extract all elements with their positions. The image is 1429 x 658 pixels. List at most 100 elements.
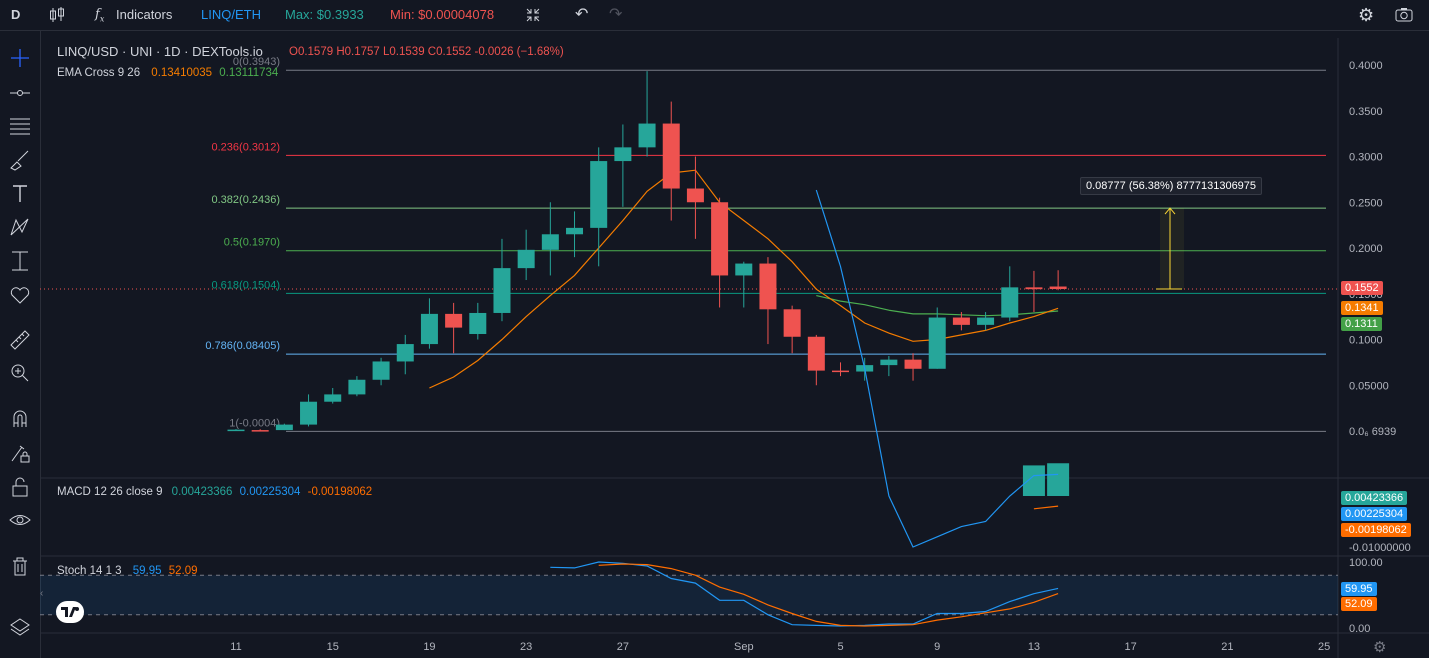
- price-tick-label: 0.05000: [1349, 380, 1389, 392]
- max-price: Max: $0.3933: [285, 7, 364, 22]
- stoch-band-fill: [40, 575, 1338, 615]
- crosshair-icon[interactable]: [8, 46, 32, 70]
- ema-fast-value: 0.13410035: [151, 67, 213, 79]
- ohlc-high: H0.1757: [336, 46, 380, 58]
- last-price-tag: 0.1552: [1341, 281, 1383, 295]
- macd-legend-name[interactable]: MACD 12 26 close 9: [57, 486, 163, 498]
- ema-fast-line: [429, 169, 1059, 389]
- candle-body: [493, 268, 511, 313]
- candle-body: [1025, 287, 1043, 290]
- layers-icon[interactable]: [8, 615, 32, 639]
- price-tick-label: 0.1000: [1349, 335, 1383, 347]
- candle-body: [638, 123, 656, 148]
- ohlc-open: O0.1579: [289, 46, 334, 58]
- ohlc-change: -0.0026 (−1.68%): [474, 46, 564, 58]
- candle-body: [977, 317, 995, 325]
- macd-value-1: 0.00423366: [171, 486, 233, 498]
- measure-icon[interactable]: [8, 249, 32, 273]
- stoch-tick-label: 0.00: [1349, 623, 1370, 635]
- ema-slow-value: 0.13111734: [219, 67, 279, 79]
- trash-icon[interactable]: [8, 554, 32, 578]
- time-tick-label: 13: [1028, 641, 1040, 653]
- candle-body: [300, 401, 318, 425]
- brush-icon[interactable]: [8, 148, 32, 172]
- candle-type-icon[interactable]: [48, 0, 66, 30]
- min-price: Min: $0.00004078: [390, 7, 495, 22]
- eye-icon[interactable]: [8, 508, 32, 532]
- symbol-title: LINQ/USD · UNI · 1D · DEXTools.io: [57, 44, 263, 59]
- time-tick-label: 5: [837, 641, 843, 653]
- measure-arrowhead: [1164, 207, 1176, 215]
- candle-body: [880, 359, 898, 366]
- candle-body: [275, 424, 293, 431]
- macd-tick-label: -0.01000000: [1349, 542, 1411, 554]
- lock-drawing-icon[interactable]: [8, 441, 32, 465]
- candle-body: [759, 263, 777, 310]
- macd-tag-2: 0.00225304: [1341, 507, 1408, 521]
- redo-icon[interactable]: ↷: [609, 6, 623, 23]
- price-tick-label: 0.2500: [1349, 197, 1383, 209]
- stoch-legend-name[interactable]: Stoch 14 1 3: [57, 565, 122, 577]
- macd-tag-1: 0.00423366: [1341, 491, 1408, 505]
- magnet-icon[interactable]: [8, 407, 32, 431]
- pattern-icon[interactable]: [8, 215, 32, 239]
- collapse-arrow-icon[interactable]: ‹: [40, 588, 44, 599]
- candle-body: [711, 202, 729, 276]
- text-icon[interactable]: [8, 181, 32, 205]
- candle-body: [904, 359, 922, 369]
- candle-body: [396, 344, 414, 362]
- macd-signal-line: [1033, 505, 1059, 510]
- pair-selector[interactable]: LINQ/ETH: [201, 7, 261, 22]
- ema-slow-tag: 0.1311: [1341, 317, 1382, 331]
- fib-level-label: 1(-0.0004): [229, 417, 280, 429]
- time-tick-label: Sep: [734, 641, 754, 653]
- zoom-in-icon[interactable]: [8, 361, 32, 385]
- stoch-d-tag: 52.09: [1341, 597, 1377, 611]
- candle-body: [227, 429, 245, 432]
- fib-level-label: 0.236(0.3012): [212, 141, 281, 153]
- ruler-icon[interactable]: [8, 328, 32, 352]
- candle-body: [735, 263, 753, 276]
- stoch-k-value: 59.95: [132, 565, 162, 577]
- measure-label: 0.08777 (56.38%) 8777131306975: [1080, 177, 1263, 195]
- price-tick-label: 0.3000: [1349, 152, 1383, 164]
- candle-body: [614, 147, 632, 162]
- lock-icon[interactable]: [8, 475, 32, 499]
- time-tick-label: 15: [327, 641, 339, 653]
- interval-button[interactable]: D: [11, 7, 21, 22]
- candle-body: [928, 317, 946, 369]
- fib-level-label: 0.382(0.2436): [212, 194, 281, 206]
- candle-body: [541, 234, 559, 250]
- horizontal-lines-icon[interactable]: [8, 114, 32, 138]
- fullscreen-collapse-icon[interactable]: [525, 0, 541, 30]
- candle-body: [445, 313, 463, 328]
- candle-body: [832, 370, 849, 373]
- ema-fast-tag: 0.1341: [1341, 301, 1383, 315]
- axis-settings-gear-icon[interactable]: ⚙: [1373, 639, 1387, 656]
- indicators-icon[interactable]: fx: [95, 7, 105, 24]
- top-toolbar: D fx Indicators LINQ/ETH Max: $0.3933 Mi…: [0, 0, 1429, 31]
- settings-gear-icon[interactable]: ⚙: [1358, 5, 1375, 25]
- time-tick-label: 11: [230, 641, 241, 653]
- tradingview-logo-icon: [56, 601, 84, 623]
- candle-body: [372, 361, 390, 380]
- candle-body: [1049, 286, 1067, 289]
- stoch-d-line: [598, 563, 1059, 627]
- candle-body: [1001, 287, 1019, 318]
- price-tick-label: 0.0₆ 6939: [1349, 426, 1396, 438]
- ohlc-close: C0.1552: [427, 46, 472, 58]
- camera-icon[interactable]: [1394, 0, 1414, 30]
- candle-body: [590, 161, 608, 228]
- price-tick-label: 0.2000: [1349, 243, 1383, 255]
- heart-icon[interactable]: [8, 283, 32, 307]
- time-tick-label: 17: [1125, 641, 1137, 653]
- time-tick-label: 25: [1318, 641, 1330, 653]
- macd-value-3: -0.00198062: [307, 486, 373, 498]
- trend-line-icon[interactable]: [8, 81, 32, 105]
- undo-icon[interactable]: ↶: [575, 6, 589, 23]
- fib-level-label: 0.786(0.08405): [205, 340, 280, 352]
- ema-legend-name[interactable]: EMA Cross 9 26: [57, 67, 141, 79]
- fib-level-label: 0.618(0.1504): [212, 279, 281, 291]
- indicators-button[interactable]: Indicators: [116, 7, 173, 22]
